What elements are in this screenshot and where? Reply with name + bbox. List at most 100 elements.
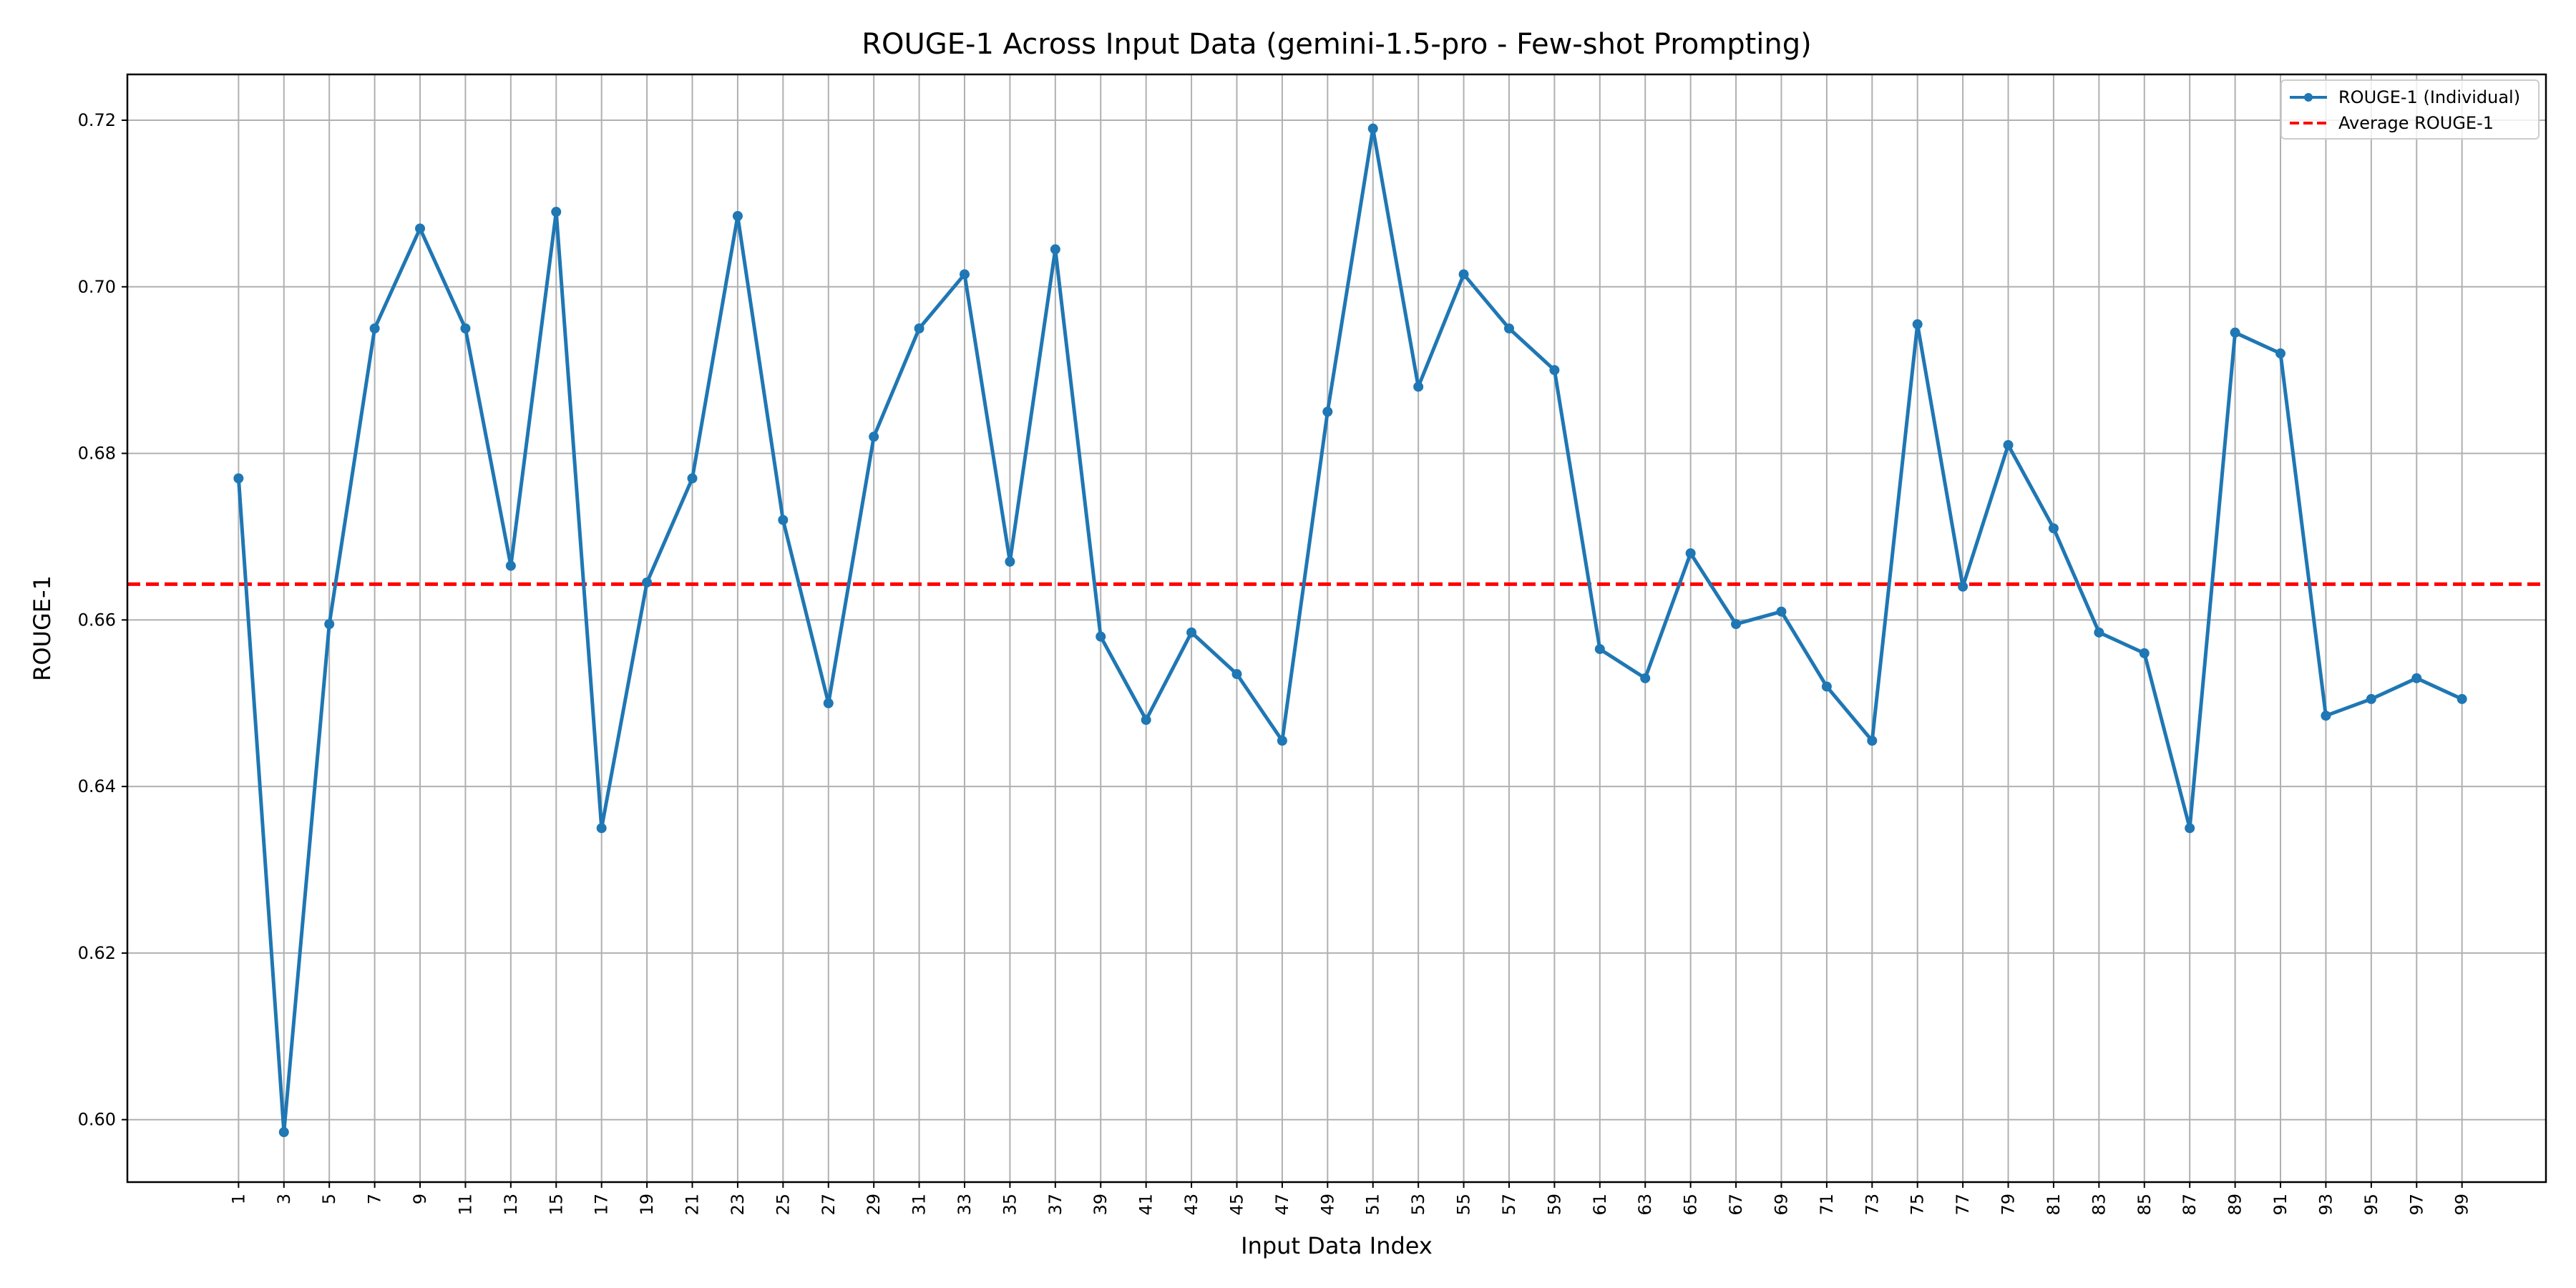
data-point <box>1050 244 1060 255</box>
series-line <box>236 127 2463 1134</box>
x-tick-label: 25 <box>773 1194 793 1216</box>
x-tick-label: 11 <box>455 1194 475 1216</box>
y-tick-label: 0.70 <box>78 277 116 297</box>
x-tick-label: 95 <box>2361 1194 2381 1216</box>
x-tick-label: 53 <box>1408 1194 1428 1216</box>
x-tick-label: 23 <box>728 1194 748 1216</box>
data-point <box>2411 673 2422 683</box>
x-tick-label: 73 <box>1862 1194 1882 1216</box>
legend-average-label: Average ROUGE-1 <box>2338 113 2494 133</box>
data-point <box>369 323 380 333</box>
x-tick-label: 39 <box>1091 1194 1111 1216</box>
data-point <box>460 323 471 333</box>
x-tick-label: 7 <box>365 1194 385 1204</box>
x-tick-label: 79 <box>1999 1194 2019 1216</box>
data-point <box>1186 627 1197 638</box>
x-tick-label: 33 <box>955 1194 975 1216</box>
x-tick-label: 57 <box>1499 1194 1519 1216</box>
x-tick-label: 99 <box>2452 1194 2472 1216</box>
x-tick-label: 77 <box>1953 1194 1973 1216</box>
y-axis-ticks: 0.60 0.62 0.64 0.66 0.68 0.70 0.72 <box>78 110 127 1130</box>
x-tick-label: 5 <box>319 1194 339 1204</box>
x-tick-label: 55 <box>1454 1194 1474 1216</box>
x-tick-label: 49 <box>1317 1194 1337 1216</box>
x-tick-label: 61 <box>1590 1194 1610 1216</box>
x-tick-label: 93 <box>2316 1194 2336 1216</box>
x-tick-label: 29 <box>864 1194 884 1216</box>
x-tick-label: 89 <box>2225 1194 2245 1216</box>
y-tick-label: 0.62 <box>78 943 116 963</box>
data-point <box>233 473 244 484</box>
x-tick-label: 71 <box>1817 1194 1837 1216</box>
data-point <box>1005 556 1015 567</box>
y-tick-label: 0.68 <box>78 444 116 464</box>
x-tick-label: 83 <box>2089 1194 2109 1216</box>
data-point <box>324 619 335 630</box>
data-point <box>2094 627 2104 638</box>
x-tick-label: 69 <box>1771 1194 1791 1216</box>
data-point <box>2185 823 2195 834</box>
data-point <box>2457 693 2467 704</box>
data-point <box>2230 327 2240 338</box>
x-tick-label: 9 <box>410 1194 430 1204</box>
data-point <box>2366 693 2376 704</box>
data-point <box>1231 669 1242 680</box>
y-tick-label: 0.66 <box>78 610 116 630</box>
data-point <box>2275 348 2286 358</box>
x-tick-label: 91 <box>2270 1194 2290 1216</box>
data-point <box>732 210 743 221</box>
data-point <box>1322 406 1333 417</box>
x-tick-label: 27 <box>819 1194 839 1216</box>
data-point <box>551 207 562 218</box>
x-tick-label: 17 <box>592 1194 612 1216</box>
data-point <box>2139 648 2150 658</box>
x-tick-label: 85 <box>2135 1194 2155 1216</box>
data-point <box>1958 581 1968 592</box>
data-point <box>596 823 607 834</box>
data-point <box>1413 381 1424 392</box>
x-tick-label: 15 <box>546 1194 566 1216</box>
x-tick-label: 45 <box>1226 1194 1246 1216</box>
series-layer <box>233 123 2467 1138</box>
x-tick-label: 37 <box>1045 1194 1065 1216</box>
data-point <box>1141 715 1151 726</box>
data-point <box>278 1127 289 1138</box>
data-point <box>1912 319 1923 330</box>
x-axis-label: Input Data Index <box>1241 1232 1433 1259</box>
x-tick-label: 21 <box>683 1194 703 1216</box>
x-tick-label: 67 <box>1726 1194 1746 1216</box>
data-point <box>1640 673 1651 683</box>
x-tick-label: 43 <box>1181 1194 1201 1216</box>
x-tick-label: 41 <box>1136 1194 1156 1216</box>
data-point <box>778 514 789 525</box>
data-point <box>823 698 834 708</box>
data-point <box>1503 323 1514 333</box>
data-point <box>642 577 653 587</box>
data-point <box>1096 631 1106 642</box>
data-point <box>2003 439 2014 450</box>
data-point <box>914 323 924 333</box>
x-tick-label: 87 <box>2180 1194 2200 1216</box>
x-axis-ticks: 1 3 5 7 9 11 13 15 17 19 21 23 25 27 29 31 33 35 37 39 41 43 4… <box>228 1182 2472 1216</box>
data-point <box>960 269 970 280</box>
y-axis-label: ROUGE-1 <box>29 575 56 681</box>
y-tick-label: 0.72 <box>78 110 116 130</box>
legend-series-marker <box>2304 93 2313 102</box>
x-tick-label: 97 <box>2406 1194 2426 1216</box>
x-tick-label: 19 <box>637 1194 657 1216</box>
data-point <box>1277 736 1287 746</box>
x-tick-label: 31 <box>909 1194 930 1216</box>
data-point <box>687 473 698 484</box>
legend: ROUGE-1 (Individual) Average ROUGE-1 <box>2280 79 2540 140</box>
x-tick-label: 3 <box>274 1194 294 1204</box>
x-tick-label: 81 <box>2044 1194 2064 1216</box>
x-tick-label: 1 <box>228 1194 248 1204</box>
x-tick-label: 65 <box>1681 1194 1701 1216</box>
data-point <box>1458 269 1469 280</box>
data-point <box>1685 548 1696 559</box>
data-point <box>505 560 516 571</box>
data-point <box>1867 736 1878 746</box>
data-point <box>1776 606 1787 617</box>
x-tick-label: 63 <box>1635 1194 1655 1216</box>
